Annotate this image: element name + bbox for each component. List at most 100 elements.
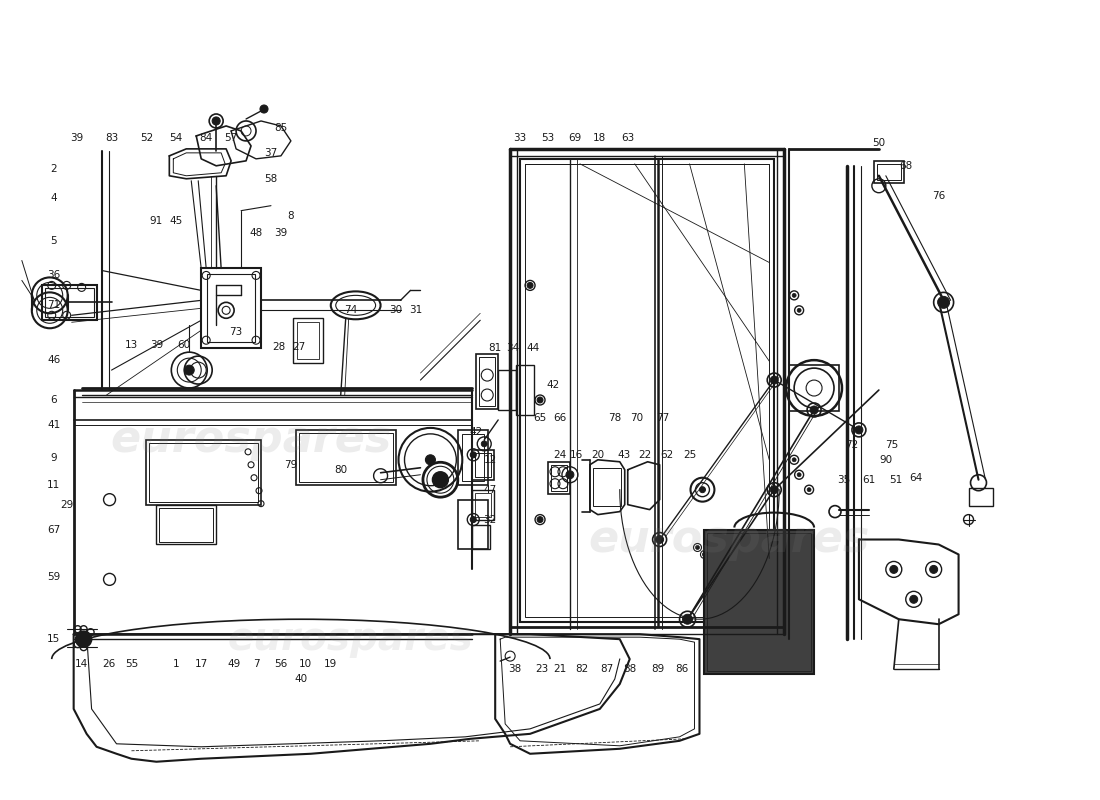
Circle shape [810, 406, 818, 414]
Bar [480, 357, 495, 406]
Circle shape [937, 296, 949, 308]
Text: 70: 70 [630, 413, 644, 423]
Text: 81: 81 [488, 343, 502, 353]
Circle shape [682, 614, 693, 624]
Text: 24: 24 [553, 450, 566, 460]
Bar [42, 286, 97, 320]
Text: 7: 7 [253, 659, 260, 669]
Text: 61: 61 [862, 474, 876, 485]
Text: 50: 50 [872, 138, 886, 148]
Text: 16: 16 [570, 450, 583, 460]
Text: 41: 41 [47, 420, 60, 430]
Text: 74: 74 [344, 306, 358, 315]
Text: 56: 56 [274, 659, 287, 669]
Text: 77: 77 [656, 413, 669, 423]
Bar [472, 525, 491, 550]
Circle shape [471, 517, 476, 522]
Text: 13: 13 [124, 340, 139, 350]
Text: 22: 22 [638, 450, 651, 460]
Text: 87: 87 [601, 664, 614, 674]
Text: eurospares: eurospares [228, 620, 474, 658]
Bar [475, 453, 492, 477]
Text: 10: 10 [299, 659, 312, 669]
Text: 69: 69 [569, 133, 582, 143]
Bar [146, 440, 261, 505]
Text: 44: 44 [527, 343, 540, 353]
Circle shape [703, 553, 706, 557]
Circle shape [426, 455, 436, 465]
Text: 30: 30 [389, 306, 403, 315]
Text: 42: 42 [547, 380, 560, 390]
Text: 1: 1 [173, 659, 179, 669]
Text: 47: 47 [484, 485, 497, 494]
Circle shape [700, 486, 705, 493]
Text: 57: 57 [224, 133, 238, 143]
Bar [472, 450, 494, 480]
Circle shape [212, 117, 220, 125]
Bar [45, 288, 94, 318]
Bar [877, 164, 901, 180]
Circle shape [527, 282, 534, 288]
Circle shape [537, 517, 543, 522]
Text: 49: 49 [228, 659, 241, 669]
Text: 65: 65 [534, 413, 547, 423]
Text: 86: 86 [675, 664, 689, 674]
Bar [516, 365, 535, 415]
Circle shape [792, 458, 796, 462]
Bar [551, 465, 566, 490]
Text: 33: 33 [514, 133, 527, 143]
Text: 39: 39 [150, 340, 163, 350]
Text: 26: 26 [102, 659, 116, 669]
Text: 20: 20 [592, 450, 604, 460]
Circle shape [792, 294, 796, 298]
Circle shape [717, 538, 722, 542]
Text: 9: 9 [51, 453, 57, 462]
Text: 12: 12 [484, 454, 497, 465]
Text: 11: 11 [47, 480, 60, 490]
Text: 52: 52 [140, 133, 153, 143]
Circle shape [798, 308, 801, 312]
Text: 25: 25 [683, 450, 696, 460]
Text: 68: 68 [899, 161, 912, 171]
Bar [160, 508, 213, 542]
Bar [475, 493, 492, 517]
Bar [459, 500, 488, 550]
Text: 58: 58 [264, 174, 277, 184]
Text: 34: 34 [506, 343, 520, 353]
Bar [462, 434, 484, 481]
Text: 82: 82 [575, 664, 589, 674]
Text: 19: 19 [324, 659, 338, 669]
Text: 5: 5 [51, 235, 57, 246]
Circle shape [930, 566, 937, 574]
Text: 42: 42 [470, 427, 483, 437]
Circle shape [565, 470, 574, 478]
Text: 2: 2 [51, 164, 57, 174]
Text: eurospares: eurospares [110, 418, 392, 462]
Text: 39: 39 [70, 133, 84, 143]
Bar [548, 462, 570, 494]
Bar [968, 488, 993, 506]
Text: 59: 59 [47, 572, 60, 582]
Text: 71: 71 [47, 300, 60, 310]
Text: 75: 75 [886, 440, 899, 450]
Text: 76: 76 [932, 190, 945, 201]
Text: 80: 80 [334, 465, 348, 474]
Bar [704, 530, 814, 674]
Text: 78: 78 [608, 413, 622, 423]
Bar [789, 365, 839, 411]
Circle shape [481, 441, 487, 447]
Text: 28: 28 [273, 342, 286, 352]
Circle shape [710, 559, 714, 563]
Text: 85: 85 [274, 123, 287, 133]
Text: 83: 83 [104, 133, 118, 143]
Text: 90: 90 [879, 454, 892, 465]
Text: 48: 48 [250, 227, 263, 238]
Circle shape [770, 486, 778, 494]
Text: 4: 4 [51, 193, 57, 202]
Bar [498, 370, 516, 410]
Bar [525, 164, 769, 618]
Bar [293, 318, 322, 363]
Text: 18: 18 [593, 133, 606, 143]
Text: 72: 72 [845, 440, 859, 450]
Bar [707, 533, 811, 671]
